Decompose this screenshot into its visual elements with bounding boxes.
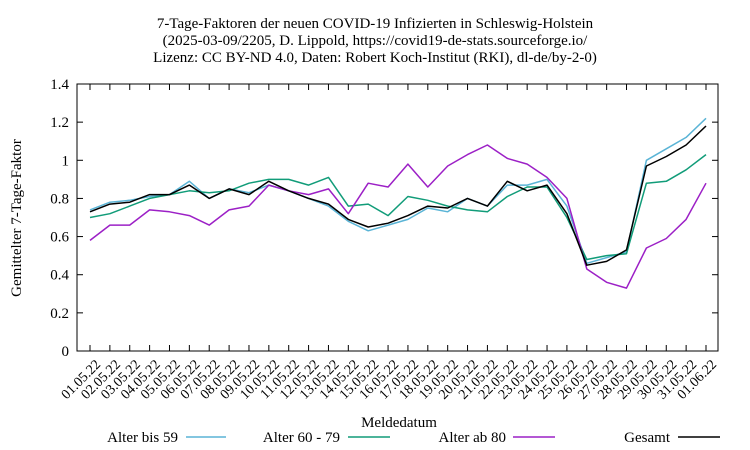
legend-label-alter-60-79: Alter 60 - 79 (263, 430, 340, 446)
plot-border (76, 83, 719, 352)
x-axis-ticks: 01.05.2202.05.2203.05.2204.05.2205.05.22… (59, 84, 720, 403)
y-axis-label: Gemittelter 7-Tage-Faktor (9, 139, 25, 297)
y-tick-label: 0.8 (50, 191, 69, 207)
series-line-alter-bis-59 (89, 117, 707, 265)
legend-label-gesamt: Gesamt (624, 430, 671, 446)
y-tick-label: 1.2 (50, 115, 69, 131)
series-line-alter-ab-80 (89, 144, 707, 289)
y-axis-ticks: 0 0.2 0.4 0.6 0.8 1 1.2 1.4 (50, 77, 718, 360)
y-tick-label: 1.4 (50, 77, 69, 93)
y-tick-label: 0.4 (50, 268, 69, 284)
legend-label-alter-ab-80: Alter ab 80 (439, 430, 506, 446)
legend-label-alter-bis-59: Alter bis 59 (107, 430, 178, 446)
legend: Alter bis 59 Alter 60 - 79 Alter ab 80 Gesa… (107, 430, 720, 446)
series-line-gesamt (89, 125, 707, 266)
x-axis-label: Meldedatum (361, 415, 437, 431)
y-tick-label: 1 (62, 153, 70, 169)
chart-title-line-2: (2025-03-09/2205, D. Lippold, https://co… (162, 33, 588, 49)
y-tick-label: 0.2 (50, 306, 69, 322)
chart-title-line-1: 7-Tage-Faktoren der neuen COVID-19 Infiz… (156, 16, 594, 32)
y-tick-label: 0 (62, 344, 70, 360)
series-lines (89, 117, 707, 289)
series-line-alter-60-79 (89, 154, 707, 261)
plot-frame (76, 83, 719, 352)
y-tick-label: 0.6 (50, 230, 69, 246)
chart-title-line-3: Lizenz: CC BY-ND 4.0, Daten: Robert Koch… (153, 50, 597, 66)
